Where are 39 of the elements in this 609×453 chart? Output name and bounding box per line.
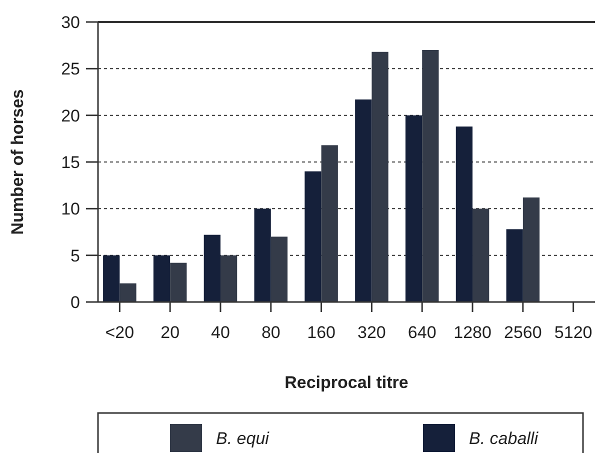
x-tick-label: 40 [211, 323, 230, 342]
y-tick-label: 0 [70, 292, 80, 312]
bar [506, 229, 523, 302]
bar [220, 255, 238, 302]
x-tick-label: 20 [160, 323, 180, 342]
bar [405, 115, 422, 302]
x-tick-label: 80 [261, 323, 280, 342]
bar [170, 262, 187, 302]
bar [456, 126, 473, 302]
x-tick-label: 1280 [454, 323, 492, 342]
bar [270, 236, 288, 302]
bar [355, 99, 372, 302]
y-tick-label: 20 [61, 106, 80, 126]
legend-label: B. caballi [469, 429, 540, 448]
y-tick-label: 25 [61, 60, 80, 79]
legend-label: B. equi [216, 429, 270, 448]
bar [204, 234, 220, 302]
x-tick-label: 160 [307, 323, 336, 342]
x-tick-label: <20 [105, 323, 134, 342]
bar [372, 52, 388, 302]
bar [522, 197, 540, 302]
bar [472, 208, 490, 302]
y-tick-label: 5 [70, 246, 80, 266]
bar [120, 283, 136, 302]
x-tick-label: 5120 [554, 323, 592, 342]
bar [103, 255, 120, 302]
y-tick-label: 15 [61, 152, 80, 172]
y-tick-label: 30 [61, 12, 80, 32]
x-axis-title: Reciprocal titre [284, 373, 408, 392]
bar [304, 171, 322, 302]
bar [254, 208, 271, 302]
bar [422, 50, 439, 302]
x-tick-label: 640 [408, 323, 436, 342]
x-tick-label: 320 [358, 323, 386, 342]
y-tick-label: 10 [61, 200, 80, 219]
bar [153, 255, 170, 302]
bar [321, 145, 338, 302]
x-tick-label: 2560 [504, 323, 542, 342]
y-axis-title: Number of horses [8, 89, 27, 235]
